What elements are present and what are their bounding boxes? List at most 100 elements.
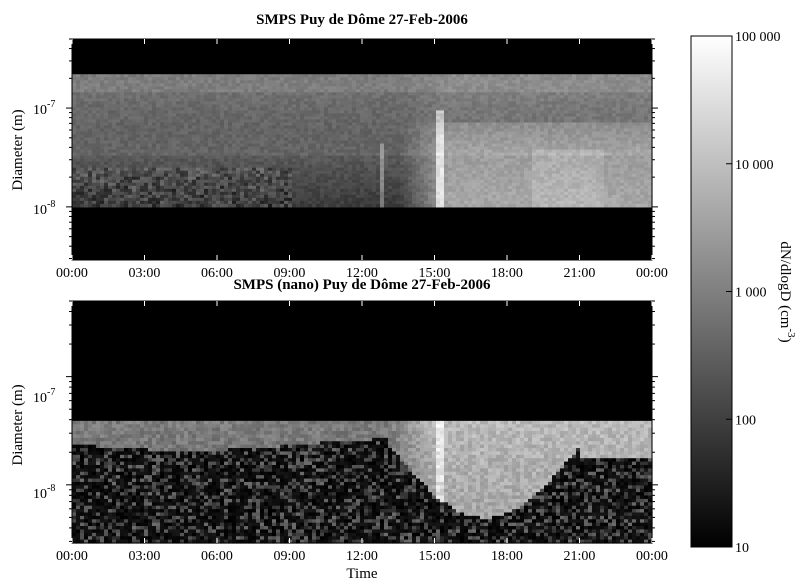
heatmap-cell bbox=[260, 191, 265, 196]
heatmap-cell bbox=[124, 125, 129, 130]
heatmap-cell bbox=[244, 116, 249, 121]
heatmap-cell bbox=[268, 179, 273, 184]
heatmap-cell bbox=[220, 176, 225, 181]
heatmap-cell bbox=[128, 143, 133, 148]
heatmap-cell bbox=[432, 110, 437, 115]
heatmap-cell bbox=[276, 128, 281, 133]
heatmap-cell bbox=[452, 194, 457, 199]
heatmap-cell bbox=[440, 134, 445, 139]
heatmap-cell bbox=[396, 200, 401, 205]
heatmap-cell bbox=[148, 137, 153, 142]
heatmap-cell bbox=[208, 128, 213, 133]
heatmap-cell bbox=[76, 179, 81, 184]
heatmap-cell bbox=[420, 185, 425, 190]
heatmap-cell bbox=[380, 74, 385, 78]
heatmap-cell bbox=[204, 155, 209, 160]
heatmap-cell bbox=[468, 77, 473, 81]
heatmap-cell bbox=[408, 167, 413, 172]
heatmap-cell bbox=[296, 152, 301, 157]
heatmap-cell bbox=[320, 101, 325, 105]
heatmap-cell bbox=[80, 119, 85, 124]
heatmap-cell bbox=[304, 104, 309, 108]
heatmap-cell bbox=[424, 146, 429, 151]
heatmap-cell bbox=[312, 188, 317, 193]
heatmap-cell bbox=[164, 113, 169, 118]
heatmap-cell bbox=[376, 179, 381, 184]
heatmap-cell bbox=[172, 137, 177, 142]
heatmap-cell bbox=[204, 173, 209, 178]
heatmap-cell bbox=[76, 116, 81, 121]
heatmap-cell bbox=[492, 155, 497, 160]
heatmap-cell bbox=[200, 176, 205, 181]
heatmap-cell bbox=[480, 140, 485, 145]
heatmap-cell bbox=[372, 158, 377, 163]
heatmap-cell bbox=[328, 137, 333, 142]
heatmap-cell bbox=[248, 95, 253, 99]
heatmap-cell bbox=[80, 167, 85, 172]
heatmap-cell bbox=[288, 119, 293, 124]
heatmap-cell bbox=[452, 173, 457, 178]
heatmap-cell bbox=[360, 116, 365, 121]
heatmap-cell bbox=[456, 119, 461, 124]
heatmap-cell bbox=[364, 92, 369, 96]
heatmap-cell bbox=[484, 92, 489, 96]
heatmap-cell bbox=[404, 197, 409, 202]
heatmap-cell bbox=[484, 95, 489, 99]
heatmap-cell bbox=[392, 158, 397, 163]
heatmap-cell bbox=[484, 158, 489, 163]
heatmap-cell bbox=[196, 203, 201, 208]
heatmap-cell bbox=[396, 110, 401, 115]
heatmap-cell bbox=[484, 116, 489, 121]
heatmap-cell bbox=[284, 173, 289, 178]
heatmap-cell bbox=[320, 155, 325, 160]
heatmap-cell bbox=[120, 74, 125, 78]
heatmap-cell bbox=[264, 200, 269, 205]
heatmap-cell bbox=[240, 176, 245, 181]
heatmap-cell bbox=[332, 137, 337, 142]
heatmap-cell bbox=[148, 92, 153, 96]
heatmap-cell bbox=[80, 182, 85, 187]
heatmap-cell bbox=[172, 134, 177, 139]
heatmap-cell bbox=[312, 143, 317, 148]
heatmap-cell bbox=[108, 155, 113, 160]
heatmap-cell bbox=[508, 80, 513, 84]
heatmap-cell bbox=[340, 173, 345, 178]
heatmap-cell bbox=[352, 95, 357, 99]
heatmap-cell bbox=[192, 83, 197, 87]
heatmap-cell bbox=[460, 176, 465, 181]
heatmap-cell bbox=[456, 182, 461, 187]
heatmap-cell bbox=[264, 128, 269, 133]
heatmap-cell bbox=[348, 119, 353, 124]
heatmap-cell bbox=[272, 104, 277, 108]
heatmap-cell bbox=[428, 188, 433, 193]
heatmap-cell bbox=[416, 191, 421, 196]
heatmap-cell bbox=[412, 86, 417, 90]
heatmap-cell bbox=[480, 89, 485, 93]
heatmap-cell bbox=[256, 77, 261, 81]
heatmap-cell bbox=[208, 182, 213, 187]
heatmap-cell bbox=[120, 128, 125, 133]
heatmap-cell bbox=[356, 80, 361, 84]
heatmap-cell bbox=[88, 131, 93, 136]
heatmap-cell bbox=[196, 182, 201, 187]
heatmap-cell bbox=[164, 191, 169, 196]
heatmap-cell bbox=[312, 128, 317, 133]
heatmap-cell bbox=[512, 80, 517, 84]
heatmap-cell bbox=[500, 152, 505, 157]
heatmap-cell bbox=[196, 191, 201, 196]
heatmap-cell bbox=[144, 101, 149, 105]
heatmap-cell bbox=[176, 161, 181, 166]
heatmap-cell bbox=[516, 179, 521, 184]
heatmap-cell bbox=[148, 140, 153, 145]
heatmap-cell bbox=[436, 146, 441, 151]
heatmap-cell bbox=[388, 155, 393, 160]
heatmap-cell bbox=[320, 176, 325, 181]
heatmap-cell bbox=[436, 185, 441, 190]
heatmap-cell bbox=[456, 92, 461, 96]
heatmap-cell bbox=[488, 80, 493, 84]
heatmap-cell bbox=[160, 194, 165, 199]
heatmap-cell bbox=[328, 167, 333, 172]
heatmap-cell bbox=[520, 131, 525, 136]
heatmap-cell bbox=[420, 116, 425, 121]
heatmap-cell bbox=[320, 188, 325, 193]
